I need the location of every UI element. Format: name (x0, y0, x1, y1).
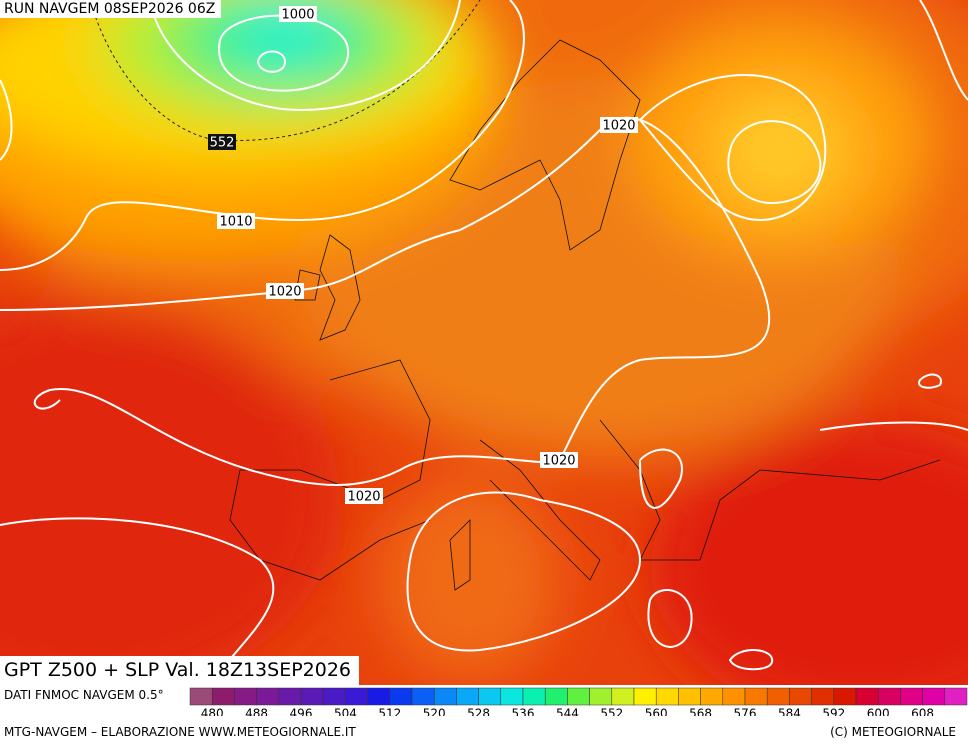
contour-label-box (217, 213, 255, 229)
colorbar-swatch (811, 687, 835, 706)
contour-label: 1020 (347, 490, 380, 505)
colorbar-swatch (877, 687, 901, 706)
colorbar-tick-label: 576 (734, 707, 757, 717)
colorbar-tick-label: 608 (911, 707, 934, 717)
colorbar-swatch (211, 687, 235, 706)
colorbar-swatch (456, 687, 479, 706)
colorbar-swatch (256, 687, 280, 706)
colorbar-swatch (234, 687, 257, 706)
colorbar-swatch (744, 687, 768, 706)
colorbar-tick-label: 600 (867, 707, 890, 717)
contour-label: 1020 (602, 119, 635, 134)
colorbar-swatch (655, 687, 679, 706)
colorbar-swatch (678, 687, 701, 706)
colorbar-tick-label: 560 (645, 707, 668, 717)
colorbar-tick-label: 592 (822, 707, 845, 717)
colorbar-tick-label: 584 (778, 707, 801, 717)
contour-label: 1010 (219, 215, 252, 230)
footer-right: (C) METEOGIORNALE (830, 725, 956, 739)
colorbar-tick-label: 504 (334, 707, 357, 717)
contour-label: 1020 (268, 285, 301, 300)
colorbar-swatch (189, 687, 213, 706)
run-label: RUN NAVGEM 08SEP2026 06Z (0, 0, 222, 18)
colorbar-swatch (633, 687, 657, 706)
colorbar-tick-label: 528 (467, 707, 490, 717)
colorbar-swatch (944, 687, 968, 706)
coastlines (229, 39, 941, 591)
colorbar-swatch (300, 687, 324, 706)
colorbar-swatch (611, 687, 635, 706)
colorbar-swatch (411, 687, 435, 706)
contour-label-box (208, 134, 236, 150)
colorbar-tick-label: 536 (512, 707, 535, 717)
colorbar-swatch (478, 687, 502, 706)
source-label: DATI FNMOC NAVGEM 0.5° (4, 688, 164, 702)
colorbar-tick-label: 512 (378, 707, 401, 717)
colorbar-swatch (522, 687, 546, 706)
colorbar-swatch (855, 687, 879, 706)
colorbar-tick-label: 520 (423, 707, 446, 717)
contour-label: 1000 (281, 8, 314, 23)
colorbar-swatch (544, 687, 568, 706)
colorbar-swatch (922, 687, 946, 706)
colorbar-swatch (722, 687, 746, 706)
footer-left: MTG-NAVGEM – ELABORAZIONE WWW.METEOGIORN… (4, 725, 356, 739)
colorbar: 480 488 496 504 512 520 528 536 544 552 560 568 576 5… (189, 687, 968, 717)
colorbar-swatch (322, 687, 346, 706)
contour-label: 552 (210, 136, 235, 151)
valid-label: GPT Z500 + SLP Val. 18Z13SEP2026 (0, 656, 360, 685)
colorbar-swatch (500, 687, 524, 706)
contour-label-box (279, 6, 317, 22)
colorbar-tick-label: 552 (600, 707, 623, 717)
colorbar-swatch (900, 687, 923, 706)
field (0, 0, 968, 685)
contour-label-box (266, 283, 304, 299)
colorbar-swatch (833, 687, 857, 706)
colorbar-swatch (389, 687, 413, 706)
isobars (0, 0, 968, 685)
contour-label-box (540, 452, 578, 468)
colorbar-swatch (433, 687, 457, 706)
colorbar-swatch (589, 687, 613, 706)
colorbar-swatch (278, 687, 302, 706)
colorbar-tick-label: 480 (201, 707, 224, 717)
contour-label-box (345, 488, 383, 504)
colorbar-swatch (345, 687, 368, 706)
contour-label-box (600, 117, 638, 133)
contour-label: 1020 (542, 454, 575, 469)
colorbar-tick-label: 488 (245, 707, 268, 717)
colorbar-tick-label: 544 (556, 707, 579, 717)
colorbar-swatch (766, 687, 790, 706)
map: 1000 552 1010 1020 1020 1020 1020 (0, 0, 968, 685)
colorbar-swatch (367, 687, 391, 706)
colorbar-swatch (700, 687, 724, 706)
colorbar-tick-label: 496 (290, 707, 313, 717)
colorbar-swatch (567, 687, 590, 706)
colorbar-swatch (789, 687, 812, 706)
colorbar-tick-label: 568 (689, 707, 712, 717)
